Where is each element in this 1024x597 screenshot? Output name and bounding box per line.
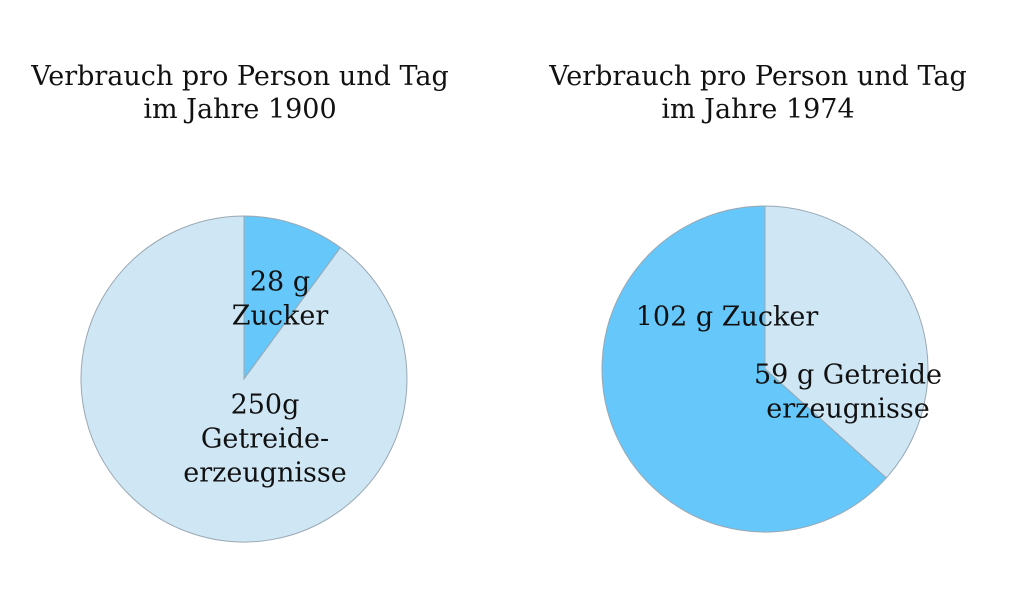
slice-label-getreideerzeugnisse: erzeugnisse (183, 458, 346, 489)
slice-label-getreideerzeugnisse: 59 g Getreide (754, 360, 942, 391)
slice-label-zucker: 102 g Zucker (636, 302, 819, 333)
chart-title-1900: Verbrauch pro Person und Tag im Jahre 19… (20, 60, 460, 126)
chart-title-line: Verbrauch pro Person und Tag (31, 61, 449, 92)
slice-label-zucker: Zucker (232, 301, 329, 332)
chart-title-line: im Jahre 1974 (661, 94, 855, 125)
chart-title-1974: Verbrauch pro Person und Tag im Jahre 19… (538, 60, 978, 126)
chart-title-line: Verbrauch pro Person und Tag (549, 61, 967, 92)
slice-label-getreideerzeugnisse: Getreide- (201, 424, 329, 455)
pie-slice-zucker (243, 215, 342, 381)
chart-title-line: im Jahre 1900 (143, 94, 337, 125)
slice-label-zucker: 28 g (250, 267, 310, 298)
slice-label-getreideerzeugnisse: 250g (231, 390, 300, 421)
pie-slice-getreideerzeugnisse (764, 205, 929, 479)
pie-slice-zucker (601, 205, 887, 533)
pie-slice-getreideerzeugnisse (80, 215, 408, 543)
slice-label-getreideerzeugnisse: erzeugnisse (766, 394, 929, 425)
